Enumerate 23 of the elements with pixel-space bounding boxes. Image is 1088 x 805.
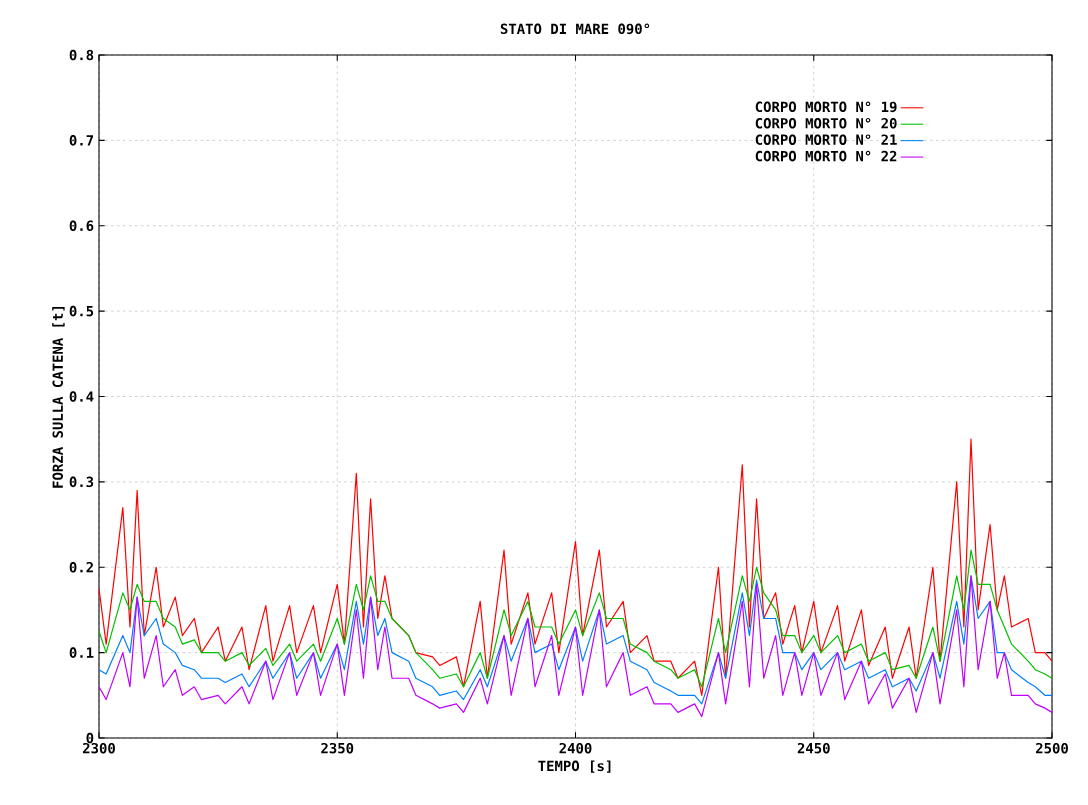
x-axis-title: TEMPO [s] <box>538 760 611 773</box>
x-tick-label: 2450 <box>797 742 830 754</box>
line-series <box>99 549 1053 688</box>
x-tick-label: 2300 <box>83 742 115 754</box>
x-tick-label: 2500 <box>1036 742 1068 754</box>
y-tick-label: 0.8 <box>69 49 94 61</box>
y-tick-label: 0.4 <box>69 391 94 402</box>
x-tick-label: 2400 <box>559 742 592 754</box>
legend-label: CORPO MORTO N° 19 <box>755 101 897 113</box>
y-axis-title: FORZA SULLA CATENA [t] <box>52 307 65 488</box>
legend-label: CORPO MORTO N° 20 <box>755 117 897 129</box>
y-tick-label: 0 <box>86 732 94 744</box>
chart-title: STATO DI MARE 090° <box>500 23 650 35</box>
y-tick-label: 0.2 <box>69 561 93 573</box>
line-series <box>99 438 1053 696</box>
x-tick-label: 2350 <box>321 742 354 754</box>
y-tick-label: 0.7 <box>69 135 94 146</box>
y-tick-label: 0.5 <box>69 305 94 317</box>
y-tick-label: 0.1 <box>69 647 94 658</box>
legend-label: CORPO MORTO N° 22 <box>755 150 897 162</box>
legend-label: CORPO MORTO N° 21 <box>755 134 897 145</box>
y-tick-label: 0.6 <box>69 220 94 232</box>
y-tick-label: 0.3 <box>69 476 94 488</box>
